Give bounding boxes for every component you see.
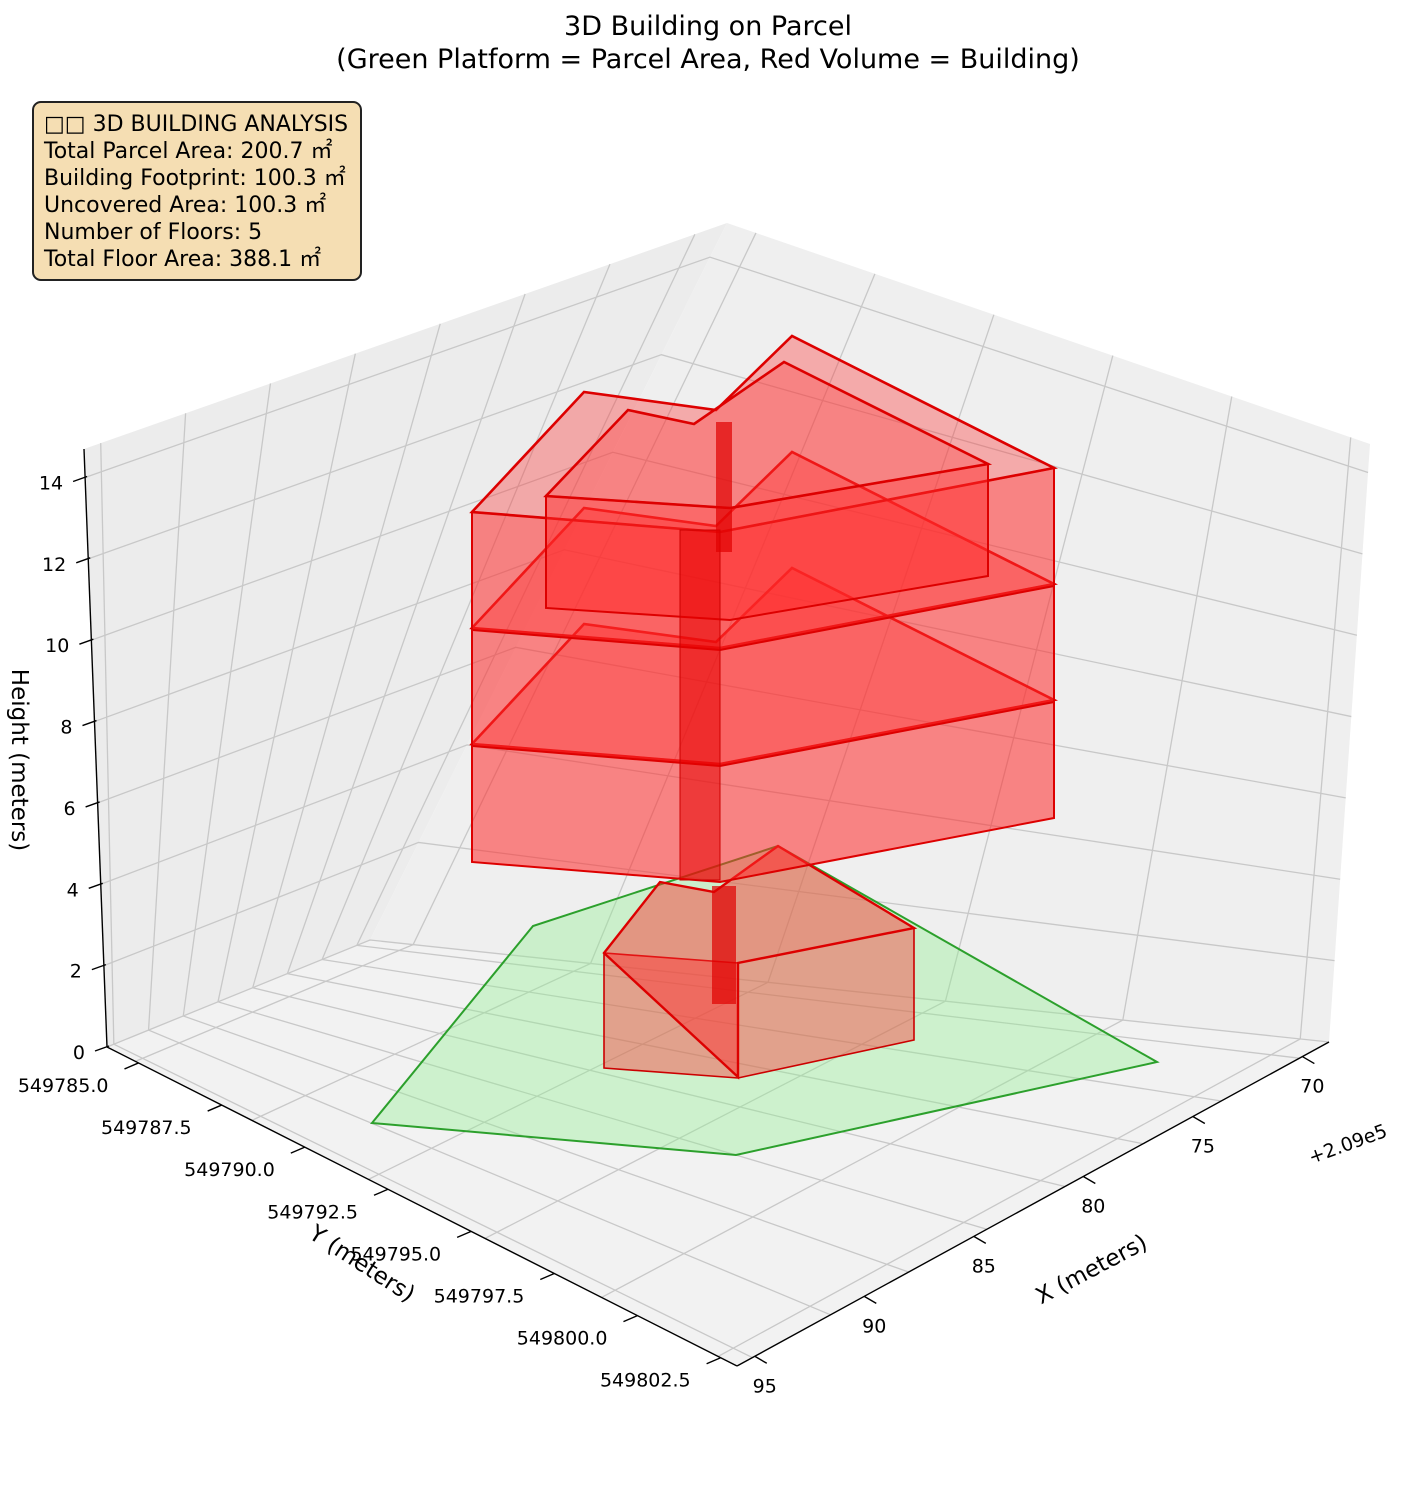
z-tick [85,801,100,808]
y-axis-line [106,1046,738,1367]
z-axis-label: Height (meters) [6,669,32,851]
z-tick [82,719,97,727]
z-gridline [88,354,1363,560]
y-tick [456,1230,472,1239]
x-tick [1192,1115,1206,1125]
building-volume [469,334,1058,1080]
x-tick-label: 75 [1191,1136,1215,1158]
z-tick [79,638,94,645]
z-tick-label: 8 [60,717,72,739]
x-gridline [135,232,757,1062]
parcel-platform [370,844,1160,1157]
z-gridline [84,256,1369,479]
floor-1-top [602,844,918,1080]
y-gridline [286,293,1144,1145]
y-tick [540,1272,555,1281]
info-line-uncovered: Uncovered Area: 100.3 ㎡ [44,193,327,218]
y-tick-label: 549792.5 [267,1201,358,1223]
y-gridline [147,413,831,1316]
grid-lines [84,232,1369,1359]
analysis-info-box: □□ 3D BUILDING ANALYSIS Total Parcel Are… [32,101,362,281]
x-gridline [601,396,1233,1298]
x-tick [1082,1175,1096,1185]
y-tick-label: 549797.5 [434,1285,525,1307]
info-line-parcel-area: Total Parcel Area: 200.7 ㎡ [44,139,333,164]
x-tick-label: 90 [862,1315,886,1337]
chart-title: 3D Building on Parcel (Green Platform = … [0,10,1416,76]
x-gridline [717,437,1352,1358]
z-tick [75,557,91,564]
x-tick [1302,1055,1315,1065]
x-tick-label: 70 [1300,1076,1324,1098]
y-tick [706,1357,721,1365]
core-shaft-base [712,886,736,1004]
y-gridline [321,263,1222,1102]
y-tick-label: 549800.0 [517,1328,608,1350]
z-tick-label: 14 [39,472,63,494]
z-tick [94,1045,110,1052]
y-gridline [217,353,988,1230]
z-gridline [91,451,1358,641]
x-tick [863,1295,877,1304]
z-tick-label: 12 [42,554,66,576]
y-tick [623,1314,638,1323]
z-tick [72,475,88,483]
z-tick [91,963,107,971]
y-tick-label: 549795.0 [350,1243,441,1265]
x-axis-label: X (meters) [1032,1230,1152,1310]
x-axis-line [736,1041,1330,1367]
z-tick-label: 4 [67,879,79,901]
info-line-floor-area: Total Floor Area: 388.1 ㎡ [44,247,322,272]
x-tick [973,1235,987,1245]
y-tick [373,1188,389,1196]
y-tick-label: 549785.0 [18,1075,109,1097]
z-axis-line [83,448,108,1048]
info-heading: □□ 3D BUILDING ANALYSIS [44,112,349,137]
y-tick [207,1104,222,1112]
axis-lines [83,448,1330,1367]
z-gridline [106,939,1330,1048]
x-tick-label: 85 [972,1255,996,1277]
x-offset-label: +2.09e5 [1306,1120,1391,1169]
z-tick-label: 2 [70,961,82,983]
y-gridline [100,443,753,1359]
z-gridline [100,744,1341,885]
y-tick-label: 549787.5 [101,1117,192,1139]
x-gridline [484,355,1114,1239]
core-shaft [679,529,721,881]
parcel-polygon [370,844,1160,1157]
y-tick-label: 549790.0 [184,1159,275,1181]
y-gridline [182,383,909,1273]
chart-title-line2: (Green Platform = Parcel Area, Red Volum… [336,44,1080,75]
y-tick [290,1146,306,1154]
info-line-footprint: Building Footprint: 100.3 ㎡ [44,166,346,191]
z-gridline [103,841,1335,967]
x-tick [754,1355,768,1364]
y-tick-label: 549802.5 [600,1370,691,1392]
z-tick-label: 6 [64,798,76,820]
y-gridline [355,234,1300,1059]
x-tick-label: 95 [753,1375,777,1397]
z-tick-label: 0 [73,1042,85,1064]
core-shaft-top [716,422,732,552]
z-tick [88,882,103,889]
z-tick-label: 10 [45,635,69,657]
y-gridline [251,323,1066,1188]
info-line-floors: Number of Floors: 5 [44,220,263,245]
chart-title-line1: 3D Building on Parcel [564,11,852,42]
y-tick [124,1062,139,1070]
x-tick-label: 80 [1081,1195,1105,1217]
